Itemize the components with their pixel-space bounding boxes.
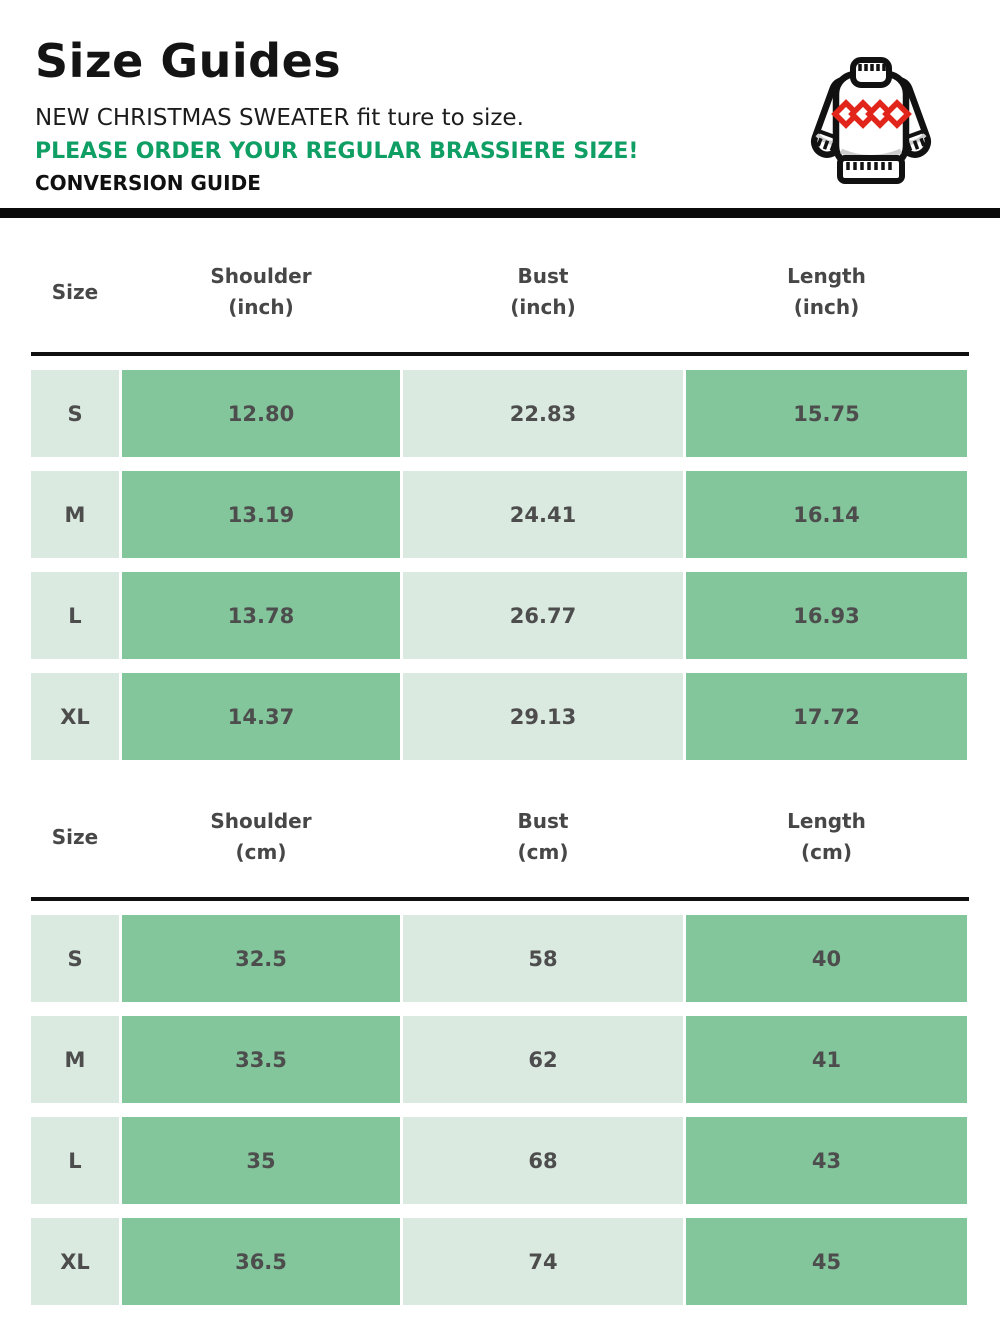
order-notice: PLEASE ORDER YOUR REGULAR BRASSIERE SIZE… [35, 139, 639, 164]
length-cell: 15.75 [686, 370, 967, 457]
column-header-length: Length (inch) [787, 264, 866, 319]
bust-cell: 29.13 [403, 673, 683, 760]
size-cell: L [31, 1117, 119, 1204]
column-header-size: Size [51, 824, 99, 849]
shoulder-cell: 14.37 [122, 673, 400, 760]
table-header-rule [31, 897, 969, 901]
bust-cell: 62 [403, 1016, 683, 1103]
table-row: XL 14.37 29.13 17.72 [31, 673, 969, 760]
table-row: S 12.80 22.83 15.75 [31, 370, 969, 457]
bust-cell: 22.83 [403, 370, 683, 457]
conversion-guide-label: CONVERSION GUIDE [35, 171, 261, 195]
shoulder-cell: 35 [122, 1117, 400, 1204]
bust-cell: 24.41 [403, 471, 683, 558]
length-cell: 41 [686, 1016, 967, 1103]
christmas-sweater-icon [810, 57, 932, 184]
size-cell: S [31, 915, 119, 1002]
table-row: M 13.19 24.41 16.14 [31, 471, 969, 558]
page-title: Size Guides [35, 34, 342, 88]
bust-cell: 26.77 [403, 572, 683, 659]
table-row: M 33.5 62 41 [31, 1016, 969, 1103]
size-table-inch: Size Shoulder (inch) Bust (inch) Length … [0, 254, 1000, 760]
length-cell: 45 [686, 1218, 967, 1305]
column-header-shoulder: Shoulder (inch) [210, 264, 312, 319]
bust-cell: 68 [403, 1117, 683, 1204]
table-row: L 35 68 43 [31, 1117, 969, 1204]
size-cell: M [31, 471, 119, 558]
column-header-length: Length (cm) [787, 809, 866, 864]
length-cell: 17.72 [686, 673, 967, 760]
size-cell: XL [31, 673, 119, 760]
table-header-row: Size Shoulder (cm) Bust (cm) Length (cm) [31, 799, 969, 875]
fit-subtitle: NEW CHRISTMAS SWEATER fit ture to size. [35, 105, 524, 131]
length-cell: 43 [686, 1117, 967, 1204]
size-cell: XL [31, 1218, 119, 1305]
table-header-rule [31, 352, 969, 356]
bust-cell: 74 [403, 1218, 683, 1305]
column-header-shoulder: Shoulder (cm) [210, 809, 312, 864]
shoulder-cell: 13.78 [122, 572, 400, 659]
table-row: XL 36.5 74 45 [31, 1218, 969, 1305]
size-cell: L [31, 572, 119, 659]
shoulder-cell: 13.19 [122, 471, 400, 558]
table-row: L 13.78 26.77 16.93 [31, 572, 969, 659]
length-cell: 16.93 [686, 572, 967, 659]
table-row: S 32.5 58 40 [31, 915, 969, 1002]
size-cell: M [31, 1016, 119, 1103]
shoulder-cell: 36.5 [122, 1218, 400, 1305]
column-header-bust: Bust (inch) [510, 264, 576, 319]
shoulder-cell: 32.5 [122, 915, 400, 1002]
column-header-bust: Bust (cm) [517, 809, 569, 864]
length-cell: 16.14 [686, 471, 967, 558]
table-header-row: Size Shoulder (inch) Bust (inch) Length … [31, 254, 969, 330]
header-divider-bar [0, 208, 1000, 218]
shoulder-cell: 12.80 [122, 370, 400, 457]
bust-cell: 58 [403, 915, 683, 1002]
page-header: Size Guides NEW CHRISTMAS SWEATER fit tu… [0, 0, 1000, 195]
column-header-size: Size [51, 279, 99, 304]
size-cell: S [31, 370, 119, 457]
size-table-cm: Size Shoulder (cm) Bust (cm) Length (cm)… [0, 799, 1000, 1305]
length-cell: 40 [686, 915, 967, 1002]
shoulder-cell: 33.5 [122, 1016, 400, 1103]
